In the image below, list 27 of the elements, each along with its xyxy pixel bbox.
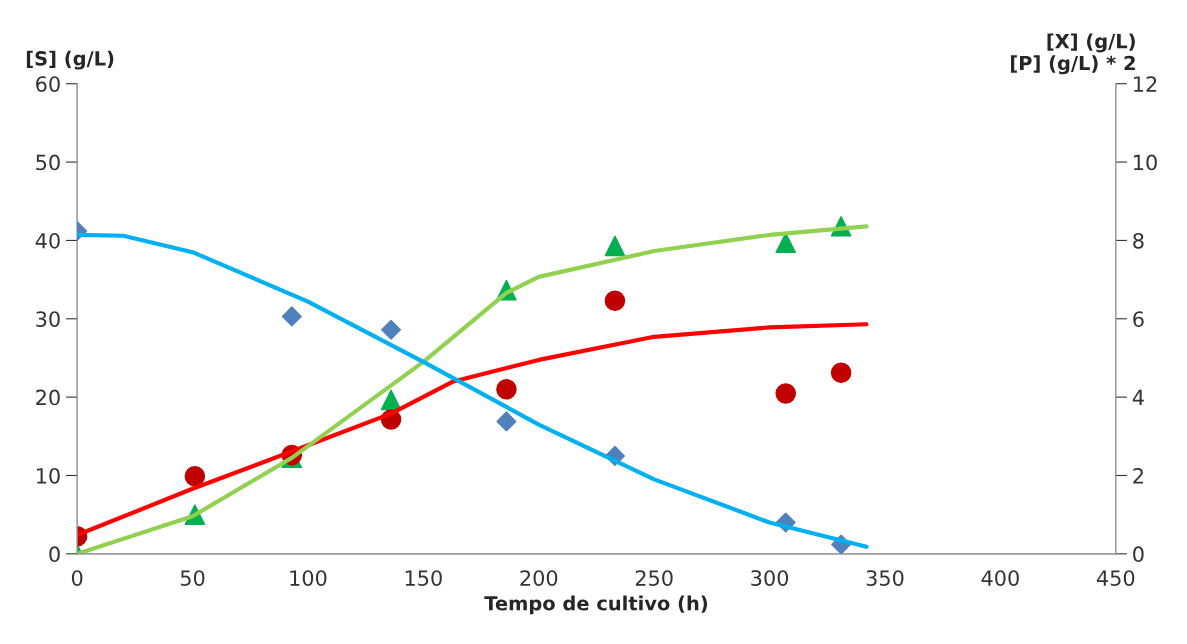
x-tick-label: 450 xyxy=(1096,570,1135,586)
y-tick-label: 40 xyxy=(35,232,60,249)
x-tick-label: 0 xyxy=(71,570,83,586)
x-axis-title: Tempo de cultivo (h) xyxy=(484,595,708,615)
x-tick-label: 100 xyxy=(290,570,327,586)
x-tick-label: 200 xyxy=(520,570,558,586)
y2-tick-label: 8 xyxy=(1133,232,1144,249)
y2-tick-label: 6 xyxy=(1133,311,1144,327)
x-tick-label: 250 xyxy=(635,570,673,586)
x-tick-label: 300 xyxy=(751,570,789,586)
y-tick-label: 0 xyxy=(49,546,60,563)
y2-tick-label: 12 xyxy=(1134,76,1157,92)
y2-tick-label: 0 xyxy=(1133,546,1144,563)
y-tick-label: 20 xyxy=(36,389,60,406)
y2-tick-label: 4 xyxy=(1132,389,1144,406)
x-tick-label: 50 xyxy=(180,570,205,586)
y-tick-label: 50 xyxy=(36,154,60,171)
y-tick-label: 10 xyxy=(36,467,60,484)
x-tick-label: 150 xyxy=(405,570,442,586)
y-tick-label: 60 xyxy=(36,76,60,92)
y2-axis-title: [X] (g/L) [P] (g/L) * 2 xyxy=(1011,33,1135,75)
x-tick-label: 400 xyxy=(981,570,1019,586)
x-tick-label: 350 xyxy=(866,570,904,586)
y2-tick-label: 2 xyxy=(1133,467,1143,484)
y-axis-title: [S] (g/L) xyxy=(26,50,114,70)
y-tick-label: 30 xyxy=(36,311,60,327)
y2-tick-label: 10 xyxy=(1134,154,1157,171)
